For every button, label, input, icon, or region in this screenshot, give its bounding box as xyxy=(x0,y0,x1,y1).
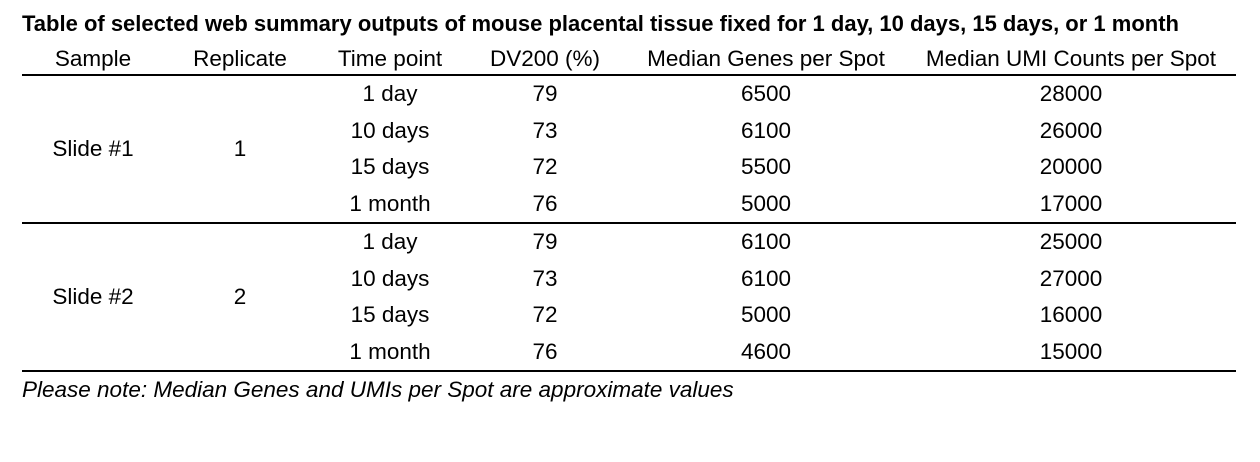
median-genes-cell: 5000 xyxy=(626,185,906,224)
column-header-replicate: Replicate xyxy=(164,43,316,76)
time-point-cell: 1 month xyxy=(316,333,464,372)
median-umi-cell: 17000 xyxy=(906,185,1236,224)
median-genes-cell: 6100 xyxy=(740,265,792,291)
time-point-cell: 10 days xyxy=(350,117,430,143)
median-umi-cell: 15000 xyxy=(906,333,1236,372)
median-genes-cell: 5000 xyxy=(740,302,792,327)
replicate-cell: 2 xyxy=(164,223,316,372)
median-genes-cell: 5500 xyxy=(740,154,792,179)
column-header-sample: Sample xyxy=(22,43,164,76)
median-genes-cell: 6100 xyxy=(740,229,792,254)
dv200-cell: 73 xyxy=(532,117,558,143)
table-footnote: Please note: Median Genes and UMIs per S… xyxy=(22,377,734,402)
column-header-dv200: DV200 (%) xyxy=(464,43,626,76)
table-row: Slide #2 2 1 day 79 6100 25000 xyxy=(22,223,1236,372)
median-umi-cell: 26000 xyxy=(1039,117,1103,143)
time-point-cell: 15 days xyxy=(350,154,430,179)
table-row: Slide #1 1 1 day 79 6500 28000 xyxy=(22,75,1236,224)
median-genes-cell: 6100 xyxy=(740,117,792,143)
median-umi-cell: 20000 xyxy=(1039,154,1103,179)
table-row: 10 days 73 6100 26000 xyxy=(22,113,1236,150)
dv200-cell: 76 xyxy=(464,333,626,372)
median-umi-cell: 28000 xyxy=(1039,81,1103,106)
table-row: 15 days 72 5000 16000 xyxy=(22,297,1236,334)
dv200-cell: 79 xyxy=(532,229,558,254)
median-umi-cell: 16000 xyxy=(1039,302,1103,327)
dv200-cell: 76 xyxy=(464,185,626,224)
time-point-cell: 15 days xyxy=(350,302,430,327)
dv200-cell: 72 xyxy=(532,302,558,327)
time-point-cell: 1 day xyxy=(362,229,418,254)
table-figure: Table of selected web summary outputs of… xyxy=(22,8,1236,406)
dv200-cell: 79 xyxy=(532,81,558,106)
time-point-cell: 1 day xyxy=(362,81,418,106)
table-header-row: Sample Replicate Time point DV200 (%) Me… xyxy=(22,43,1236,76)
median-umi-cell: 25000 xyxy=(1039,229,1103,254)
summary-table: Sample Replicate Time point DV200 (%) Me… xyxy=(22,43,1236,372)
median-genes-cell: 4600 xyxy=(626,333,906,372)
table-row: 1 month 76 4600 15000 xyxy=(22,333,1236,372)
median-umi-cell: 27000 xyxy=(1039,265,1103,291)
table-title: Table of selected web summary outputs of… xyxy=(22,11,1179,36)
table-row: 1 month 76 5000 17000 xyxy=(22,185,1236,224)
column-header-time-point: Time point xyxy=(316,43,464,76)
column-header-median-genes: Median Genes per Spot xyxy=(626,43,906,76)
sample-cell: Slide #1 xyxy=(22,75,164,224)
dv200-cell: 73 xyxy=(532,265,558,291)
table-row: 15 days 72 5500 20000 xyxy=(22,149,1236,186)
table-row: 10 days 73 6100 27000 xyxy=(22,261,1236,298)
column-header-median-umi: Median UMI Counts per Spot xyxy=(906,43,1236,76)
median-genes-cell: 6500 xyxy=(740,81,792,106)
dv200-cell: 72 xyxy=(532,154,558,179)
time-point-cell: 10 days xyxy=(350,265,430,291)
time-point-cell: 1 month xyxy=(316,185,464,224)
replicate-cell: 1 xyxy=(164,75,316,224)
sample-cell: Slide #2 xyxy=(22,223,164,372)
